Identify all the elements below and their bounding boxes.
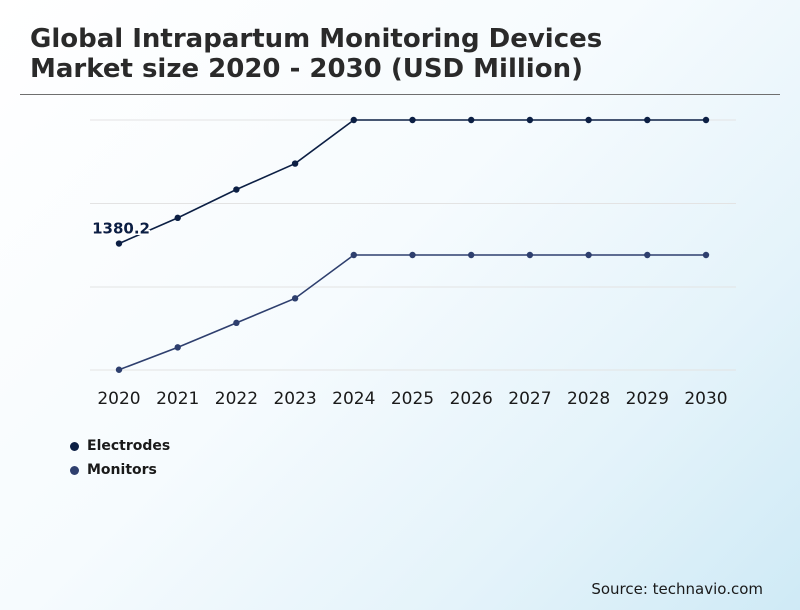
- data-point-monitors: [350, 251, 357, 259]
- x-tick-label: 2024: [332, 389, 375, 409]
- data-point-electrodes: [644, 116, 651, 124]
- data-point-monitors: [174, 344, 181, 351]
- x-tick-label: 2022: [215, 389, 258, 409]
- x-tick-label: 2020: [97, 389, 140, 409]
- data-point-electrodes: [291, 160, 299, 167]
- legend-label-electrodes: Electrodes: [87, 438, 171, 454]
- data-point-electrodes: [233, 186, 240, 193]
- data-point-electrodes: [468, 116, 475, 124]
- series-line-monitors: [118, 254, 706, 371]
- source-note: Source: technavio.com: [591, 580, 763, 598]
- chart-title-line-2: Market size 2020 - 2030 (USD Million): [30, 54, 583, 84]
- data-point-monitors: [233, 319, 240, 327]
- legend-item-monitors: Monitors: [70, 458, 170, 482]
- data-label-electrodes: 1380.2: [92, 220, 150, 238]
- data-point-electrodes: [409, 116, 416, 124]
- data-point-monitors: [644, 251, 651, 259]
- data-point-electrodes: [115, 240, 123, 247]
- title-divider: [20, 94, 780, 95]
- chart-title-line-1: Global Intrapartum Monitoring Devices: [30, 24, 603, 54]
- x-tick-label: 2021: [156, 389, 199, 409]
- data-point-monitors: [409, 251, 416, 259]
- data-point-electrodes: [174, 214, 181, 222]
- x-tick-label: 2027: [508, 389, 551, 409]
- legend: Electrodes Monitors: [70, 434, 170, 482]
- x-tick-label: 2023: [273, 389, 316, 409]
- data-point-monitors: [291, 295, 299, 302]
- data-point-monitors: [585, 251, 592, 259]
- data-point-monitors: [115, 366, 123, 373]
- data-point-monitors: [468, 251, 475, 259]
- data-point-monitors: [702, 251, 710, 259]
- chart-title: Global Intrapartum Monitoring Devices Ma…: [30, 24, 770, 84]
- data-point-electrodes: [526, 116, 534, 124]
- legend-marker-monitors: [70, 465, 79, 475]
- x-tick-label: 2025: [391, 389, 434, 409]
- legend-item-electrodes: Electrodes: [70, 434, 170, 458]
- data-point-electrodes: [585, 116, 592, 124]
- data-point-monitors: [526, 251, 534, 259]
- x-tick-label: 2026: [450, 389, 493, 409]
- data-point-electrodes: [702, 116, 710, 124]
- x-tick-label: 2030: [684, 389, 727, 409]
- x-tick-label: 2028: [567, 389, 610, 409]
- legend-label-monitors: Monitors: [87, 462, 157, 478]
- series-line-electrodes: [118, 119, 706, 245]
- x-tick-label: 2029: [626, 389, 669, 409]
- data-point-electrodes: [350, 116, 357, 124]
- legend-marker-electrodes: [70, 441, 79, 451]
